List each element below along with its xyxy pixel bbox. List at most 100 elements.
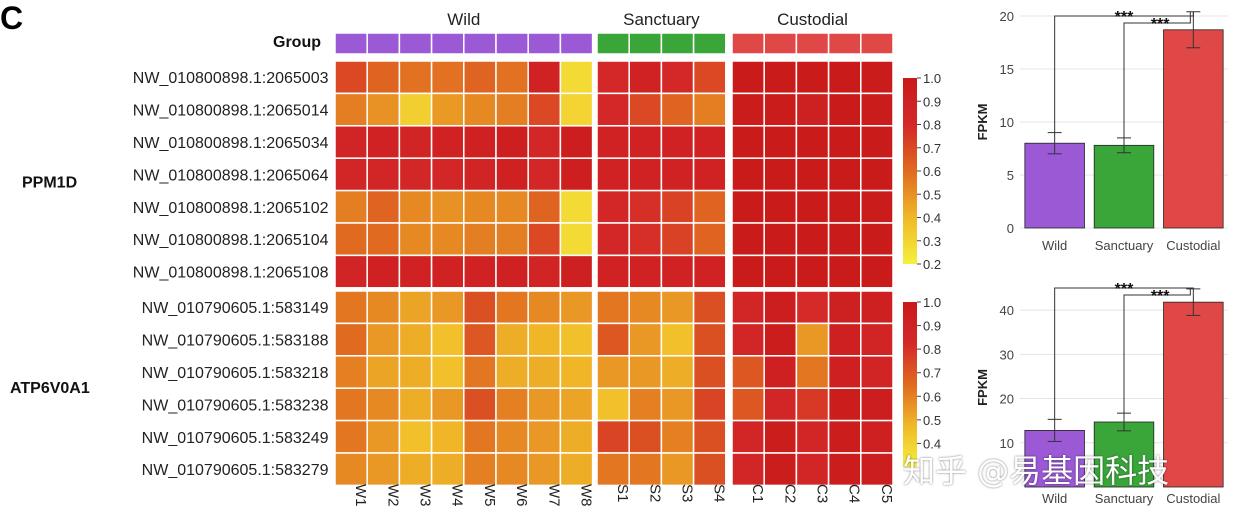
heatmap-cell [860,125,894,159]
heatmap-cell [731,290,765,325]
heatmap-cell [559,387,594,422]
heatmap-cell [430,60,465,95]
heatmap-cell [731,157,765,192]
heatmap-cell [366,60,401,95]
heatmap-cell [596,290,630,325]
heatmap-cell [628,419,663,454]
colorscale-tick-label: 0.2 [923,257,941,272]
heatmap-cell [430,419,465,454]
heatmap-cell [660,60,695,95]
heatmap-cell [334,419,368,454]
heatmap-cell [795,322,830,357]
y-tick-label: 40 [1000,303,1014,318]
x-tick-label: Sanctuary [1095,238,1154,253]
heatmap-cell [731,92,765,127]
heatmap-cell [660,254,695,289]
colorscale-tick-label: 0.7 [923,141,941,156]
group-bar-cell [366,32,401,55]
heatmap-cell [827,452,862,487]
heatmap-cell [660,419,695,454]
heatmap-cell [763,322,798,357]
group-bar-cell [860,32,894,55]
heatmap-cell [692,60,727,95]
heatmap-cell [463,290,497,325]
heatmap-cell [692,125,727,159]
heatmap-cell [334,222,368,257]
column-label: C4 [846,484,863,503]
column-label: S1 [614,484,631,502]
gene-label: ATP6V0A1 [10,380,90,397]
bar [1093,144,1155,229]
bar [1093,421,1155,488]
heatmap-cell [596,322,630,357]
colorscale-tick-label: 0.5 [923,187,941,202]
colorscale-tick-label: 1.0 [923,295,941,310]
heatmap-cell [860,222,894,257]
heatmap-cell [860,157,894,192]
heatmap-cell [430,254,465,289]
significance-label: *** [1151,16,1170,33]
heatmap-cell [527,387,562,422]
heatmap-cell [366,222,401,257]
column-label: W6 [513,484,530,507]
heatmap-cell [827,387,862,422]
heatmap-cell [827,254,862,289]
heatmap-cell [692,419,727,454]
y-tick-label: 20 [1000,9,1014,24]
group-bar-cell [596,32,630,55]
heatmap-cell [527,322,562,357]
heatmap-cell [366,92,401,127]
heatmap-cell [559,452,594,487]
column-label: W3 [417,484,434,507]
heatmap-cell [660,290,695,325]
heatmap-cell [827,222,862,257]
group-bar-cell [628,32,663,55]
heatmap-cell [366,419,401,454]
colorscale-tick-label: 0.8 [923,342,941,357]
heatmap-cell [463,322,497,357]
heatmap-cell [763,189,798,224]
colorscale-bar [903,78,917,264]
y-tick-label: 10 [1000,436,1014,451]
heatmap-cell [763,60,798,95]
significance-bracket [1123,11,1191,138]
significance-label: *** [1115,281,1134,298]
heatmap-cell [463,419,497,454]
heatmap-cell [795,125,830,159]
heatmap-cell [795,222,830,257]
heatmap-cell [596,189,630,224]
heatmap-cell [559,222,594,257]
colorscale-tick-label: 0.7 [923,366,941,381]
heatmap-cell [559,60,594,95]
heatmap-cell [860,60,894,95]
heatmap-cell [559,290,594,325]
heatmap-cell [795,419,830,454]
heatmap-cell [596,92,630,127]
heatmap-cell [692,452,727,487]
group-bar-cell [527,32,562,55]
heatmap-cell [527,92,562,127]
heatmap-cell [559,92,594,127]
heatmap-cell [398,355,433,389]
x-tick-label: Sanctuary [1095,491,1154,506]
heatmap-cell [495,419,529,454]
group-bar-cell [827,32,862,55]
y-tick-label: 15 [1000,62,1014,77]
row-label: NW_010800898.1:2065034 [133,135,329,152]
heatmap-cell [366,254,401,289]
heatmap-cell [596,157,630,192]
heatmap-cell [527,157,562,192]
heatmap-cell [860,419,894,454]
heatmap-cell [398,222,433,257]
heatmap-cell [860,92,894,127]
heatmap-cell [559,419,594,454]
heatmap-cell [795,92,830,127]
heatmap-cell [430,290,465,325]
heatmap-cell [795,452,830,487]
group-label-wild: Wild [447,10,480,29]
heatmap-cell [596,125,630,159]
row-label: NW_010800898.1:2065108 [133,265,329,282]
row-label: NW_010800898.1:2065064 [133,167,329,184]
heatmap-cell [559,322,594,357]
watermark-text: 知乎 @易基因科技 [903,452,1170,490]
